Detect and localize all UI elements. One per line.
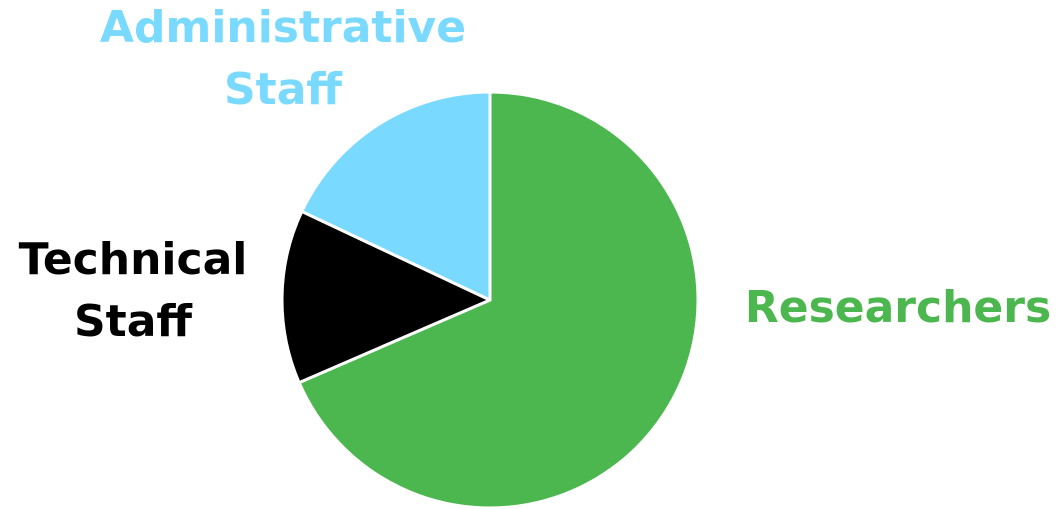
slice-label-line: Researchers	[745, 282, 1051, 333]
slice-label-line: Staff	[224, 64, 343, 115]
slice-label-line: Technical	[19, 234, 248, 285]
pie-slice-researchers	[297, 90, 700, 509]
slice-label-technical-staff: Technical Staff	[19, 234, 248, 347]
slice-label-line: Administrative	[100, 2, 466, 53]
pie-slice-technical-staff	[280, 209, 492, 385]
slice-label-researchers: Researchers	[745, 282, 1051, 333]
slice-labels: Researchers Technical Staff Administrative S…	[19, 2, 1051, 347]
slice-label-line: Staff	[74, 296, 193, 347]
pie-slice-administrative-staff	[300, 90, 492, 302]
slice-label-administrative-staff: Administrative Staff	[100, 2, 466, 115]
pie-slices	[280, 90, 700, 509]
